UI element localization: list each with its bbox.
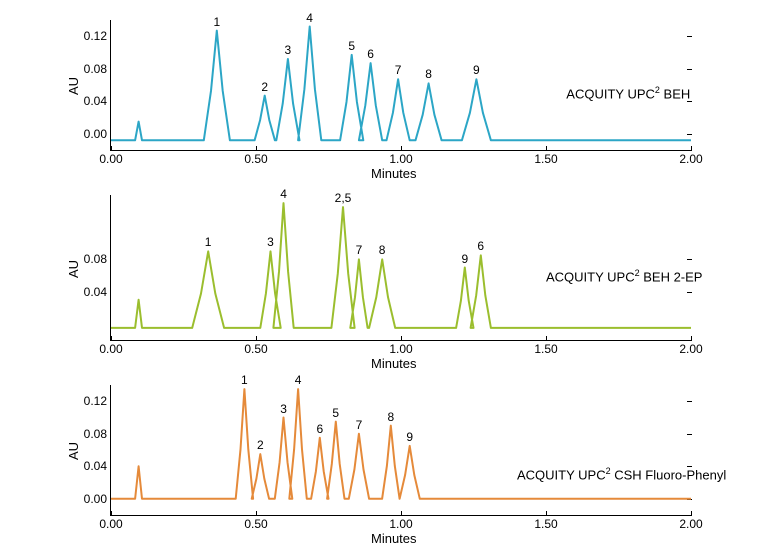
peak-label: 5 <box>348 39 355 53</box>
ytick-label: 0.04 <box>84 285 111 299</box>
xtick-label: 0.50 <box>244 340 267 356</box>
chromatogram-trace <box>111 385 691 515</box>
peak-label: 2,5 <box>335 191 352 205</box>
xtick-label: 1.00 <box>389 340 412 356</box>
peak-label: 9 <box>473 63 480 77</box>
panel-beh2ep: 0.040.080.000.501.001.502.00AUMinutes134… <box>110 195 690 340</box>
chromatogram-figure: 0.00 0.04 0.08 0.12 0.00 0.50 1.00 1.50 2.00 AU Mi… <box>0 0 771 550</box>
peak-label: 4 <box>306 11 313 25</box>
plot-area: 0.000.040.080.120.000.501.001.502.00AUMi… <box>110 20 691 151</box>
panel-beh: 0.000.040.080.120.000.501.001.502.00AUMi… <box>110 20 690 150</box>
xtick-label: 0.00 <box>99 515 122 531</box>
peak-label: 1 <box>241 373 248 387</box>
ytick-label: 0.04 <box>84 94 111 108</box>
xtick-label: 0.00 <box>99 150 122 166</box>
peak-label: 8 <box>379 243 386 257</box>
xlabel: Minutes <box>371 531 417 546</box>
xtick-label: 2.00 <box>679 515 702 531</box>
ylabel: AU <box>66 442 81 460</box>
xtick-mark <box>691 336 692 341</box>
xtick-label: 1.50 <box>534 150 557 166</box>
peak-label: 9 <box>406 430 413 444</box>
xtick-label: 0.50 <box>244 515 267 531</box>
peak-label: 2 <box>261 80 268 94</box>
peak-label: 4 <box>295 373 302 387</box>
xlabel: Minutes <box>371 166 417 181</box>
ylabel: AU <box>66 77 81 95</box>
ytick-label: 0.04 <box>84 459 111 473</box>
plot-area: 0.000.040.080.120.000.501.001.502.00AUMi… <box>110 385 691 516</box>
xlabel: Minutes <box>371 356 417 371</box>
peak-label: 1 <box>205 235 212 249</box>
ytick-label: 0.12 <box>84 394 111 408</box>
plot-area: 0.040.080.000.501.001.502.00AUMinutes134… <box>110 195 691 341</box>
peak-label: 2 <box>257 438 264 452</box>
xtick-label: 2.00 <box>679 150 702 166</box>
ytick-label: 0.08 <box>84 427 111 441</box>
peak-label: 1 <box>214 15 221 29</box>
xtick-label: 2.00 <box>679 340 702 356</box>
peak-label: 3 <box>285 43 292 57</box>
xtick-mark <box>691 511 692 516</box>
peak-label: 5 <box>332 406 339 420</box>
xtick-label: 1.50 <box>534 515 557 531</box>
ytick-label: 0.08 <box>84 62 111 76</box>
peak-label: 6 <box>316 422 323 436</box>
peak-label: 7 <box>356 418 363 432</box>
xtick-label: 0.00 <box>99 340 122 356</box>
peak-label: 6 <box>367 47 374 61</box>
ytick-label: 0.08 <box>84 252 111 266</box>
ytick-label: 0.00 <box>84 492 111 506</box>
series-label: ACQUITY UPC2 BEH <box>566 85 690 101</box>
xtick-label: 1.50 <box>534 340 557 356</box>
xtick-label: 1.00 <box>389 515 412 531</box>
series-label: ACQUITY UPC2 BEH 2-EP <box>546 268 702 284</box>
peak-label: 6 <box>477 239 484 253</box>
peak-label: 7 <box>356 243 363 257</box>
peak-label: 3 <box>267 235 274 249</box>
xtick-label: 0.50 <box>244 150 267 166</box>
peak-label: 7 <box>395 63 402 77</box>
xtick-label: 1.00 <box>389 150 412 166</box>
ytick-label: 0.12 <box>84 29 111 43</box>
peak-label: 4 <box>280 187 287 201</box>
ylabel: AU <box>66 259 81 277</box>
xtick-mark <box>691 146 692 151</box>
series-label: ACQUITY UPC2 CSH Fluoro-Phenyl <box>517 466 726 482</box>
ytick-label: 0.00 <box>84 127 111 141</box>
peak-label: 8 <box>425 67 432 81</box>
peak-label: 3 <box>280 402 287 416</box>
peak-label: 8 <box>388 410 395 424</box>
peak-label: 9 <box>461 252 468 266</box>
panel-csh: 0.000.040.080.120.000.501.001.502.00AUMi… <box>110 385 690 515</box>
